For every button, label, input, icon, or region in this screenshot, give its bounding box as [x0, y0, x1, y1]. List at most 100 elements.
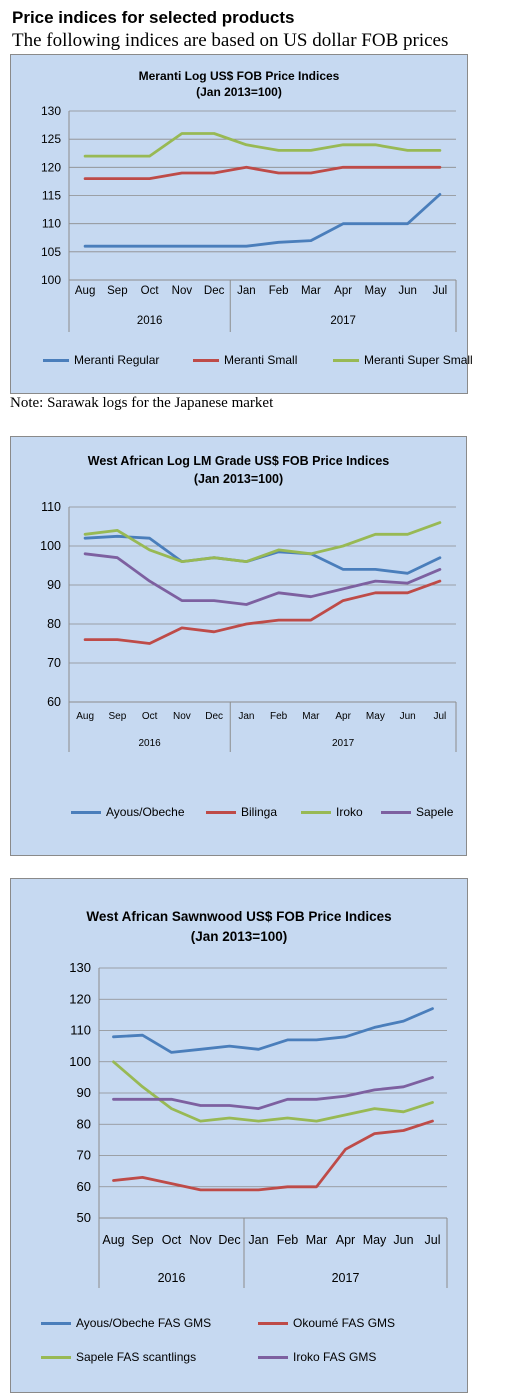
x-tick-label: Oct — [141, 285, 160, 297]
y-tick-label: 70 — [77, 1148, 91, 1163]
legend-label: Ayous/Obeche — [106, 805, 185, 819]
y-tick-label: 110 — [70, 1023, 91, 1038]
x-group-label: 2016 — [137, 315, 163, 327]
series-line — [112, 1119, 434, 1192]
legend-item: Ayous/Obeche FAS GMS — [41, 1316, 211, 1330]
legend-label: Sapele FAS scantlings — [76, 1350, 197, 1364]
page-heading: Price indices for selected products — [12, 8, 295, 27]
series-line — [112, 1075, 434, 1111]
legend-item: Iroko — [301, 805, 363, 819]
legend-label: Iroko — [336, 805, 363, 819]
x-group-label: 2016 — [158, 1271, 186, 1285]
legend-label: Iroko FAS GMS — [293, 1350, 377, 1364]
chart-subtitle: (Jan 2013=100) — [196, 85, 282, 99]
x-tick-label: Feb — [269, 285, 289, 297]
chart-note: Note: Sarawak logs for the Japanese mark… — [10, 395, 274, 411]
legend-label: Meranti Super Small — [364, 353, 473, 367]
legend-item: Meranti Small — [193, 353, 297, 367]
page-subheading: The following indices are based on US do… — [12, 30, 449, 51]
legend-swatch — [381, 811, 411, 815]
legend-swatch — [43, 359, 69, 363]
y-tick-label: 120 — [41, 160, 61, 174]
x-tick-label: Sep — [131, 1233, 153, 1247]
legend-swatch — [258, 1322, 288, 1326]
series-line — [112, 1007, 434, 1054]
x-tick-label: Dec — [205, 711, 223, 722]
x-tick-label: Feb — [270, 711, 288, 722]
meranti-chart-plot: 100 105 110 115 120 125 130 Aug Sep Oct Nov Dec Jan F… — [41, 104, 457, 332]
x-tick-label: Apr — [336, 1233, 355, 1247]
legend-item: Sapele FAS scantlings — [41, 1350, 196, 1364]
x-tick-label: Aug — [76, 711, 94, 722]
y-tick-label: 105 — [41, 245, 61, 259]
x-tick-label: Sep — [108, 711, 126, 722]
legend-item: Ayous/Obeche — [71, 805, 185, 819]
series-line — [112, 1060, 434, 1123]
chart-title: West African Log LM Grade US$ FOB Price … — [87, 454, 390, 468]
legend-swatch — [206, 811, 236, 815]
chart-title: West African Sawnwood US$ FOB Price Indi… — [86, 909, 392, 924]
legend-swatch — [258, 1356, 288, 1360]
x-tick-label: Jan — [248, 1233, 268, 1247]
legend-label: Bilinga — [241, 805, 278, 819]
x-tick-label: Dec — [218, 1233, 240, 1247]
x-tick-label: Oct — [162, 1233, 182, 1247]
y-tick-label: 130 — [69, 960, 91, 975]
x-tick-label: Jul — [433, 285, 448, 297]
meranti-chart-panel: Meranti Log US$ FOB Price Indices (Jan 2… — [10, 54, 473, 395]
legend-label: Meranti Regular — [74, 353, 160, 367]
x-tick-label: Mar — [306, 1233, 328, 1247]
chart-legend: Meranti Regular Meranti Small Meranti Supe… — [11, 55, 473, 395]
legend-item: Iroko FAS GMS — [258, 1350, 376, 1364]
legend-label: Ayous/Obeche FAS GMS — [76, 1316, 212, 1330]
x-tick-label: Jul — [425, 1233, 441, 1247]
y-tick-label: 125 — [41, 132, 61, 146]
x-tick-label: Aug — [102, 1233, 124, 1247]
y-tick-label: 50 — [77, 1210, 91, 1225]
series-line — [83, 521, 442, 563]
chart-legend: Ayous/Obeche Bilinga Iroko Sapele — [11, 437, 468, 857]
x-tick-label: Jul — [433, 711, 446, 722]
x-group-label: 2017 — [332, 738, 355, 749]
x-tick-label: May — [366, 711, 385, 722]
legend-swatch — [41, 1322, 71, 1326]
chart-subtitle: (Jan 2013=100) — [190, 929, 288, 944]
x-tick-label: May — [365, 285, 387, 297]
y-tick-label: 110 — [41, 500, 61, 514]
y-tick-label: 115 — [42, 189, 61, 203]
y-tick-label: 80 — [77, 1116, 91, 1131]
y-tick-label: 100 — [69, 1054, 91, 1069]
x-tick-label: Aug — [75, 285, 95, 297]
x-group-label: 2016 — [139, 738, 162, 749]
y-tick-label: 100 — [40, 539, 61, 553]
x-tick-label: Sep — [107, 285, 127, 297]
y-tick-label: 70 — [47, 656, 61, 670]
y-tick-label: 60 — [77, 1179, 91, 1194]
legend-item: Meranti Super Small — [333, 353, 473, 367]
west-african-log-chart-plot: 60 70 80 90 100 110 Aug Sep Oct Nov Dec Jan Feb Mar Ap… — [40, 500, 457, 752]
x-tick-label: Nov — [189, 1233, 212, 1247]
west-african-log-chart-panel: West African Log LM Grade US$ FOB Price … — [10, 436, 467, 856]
x-tick-label: Dec — [204, 285, 225, 297]
legend-label: Meranti Small — [224, 353, 298, 367]
west-african-sawnwood-chart-plot: 50 60 70 80 90 100 110 120 130 Aug Sep Oct Nov Dec Jan… — [69, 960, 448, 1288]
y-tick-label: 120 — [69, 991, 91, 1006]
x-tick-label: Jan — [238, 711, 254, 722]
x-tick-label: Jun — [400, 711, 416, 722]
chart-subtitle: (Jan 2013=100) — [193, 472, 284, 486]
x-tick-label: Nov — [173, 711, 191, 722]
x-group-label: 2017 — [332, 1271, 360, 1285]
x-tick-label: May — [363, 1233, 387, 1247]
y-tick-label: 80 — [47, 617, 61, 631]
x-tick-label: Apr — [334, 285, 352, 297]
y-tick-label: 60 — [47, 695, 61, 709]
chart-title: Meranti Log US$ FOB Price Indices — [138, 69, 340, 83]
series-line — [83, 132, 442, 158]
x-tick-label: Feb — [277, 1233, 299, 1247]
chart-legend: Ayous/Obeche FAS GMS Okoumé FAS GMS Sapele… — [11, 879, 469, 1394]
legend-swatch — [333, 359, 359, 363]
legend-label: Okoumé FAS GMS — [293, 1316, 396, 1330]
series-line — [83, 579, 442, 645]
legend-label: Sapele — [416, 805, 454, 819]
y-tick-label: 90 — [77, 1085, 91, 1100]
